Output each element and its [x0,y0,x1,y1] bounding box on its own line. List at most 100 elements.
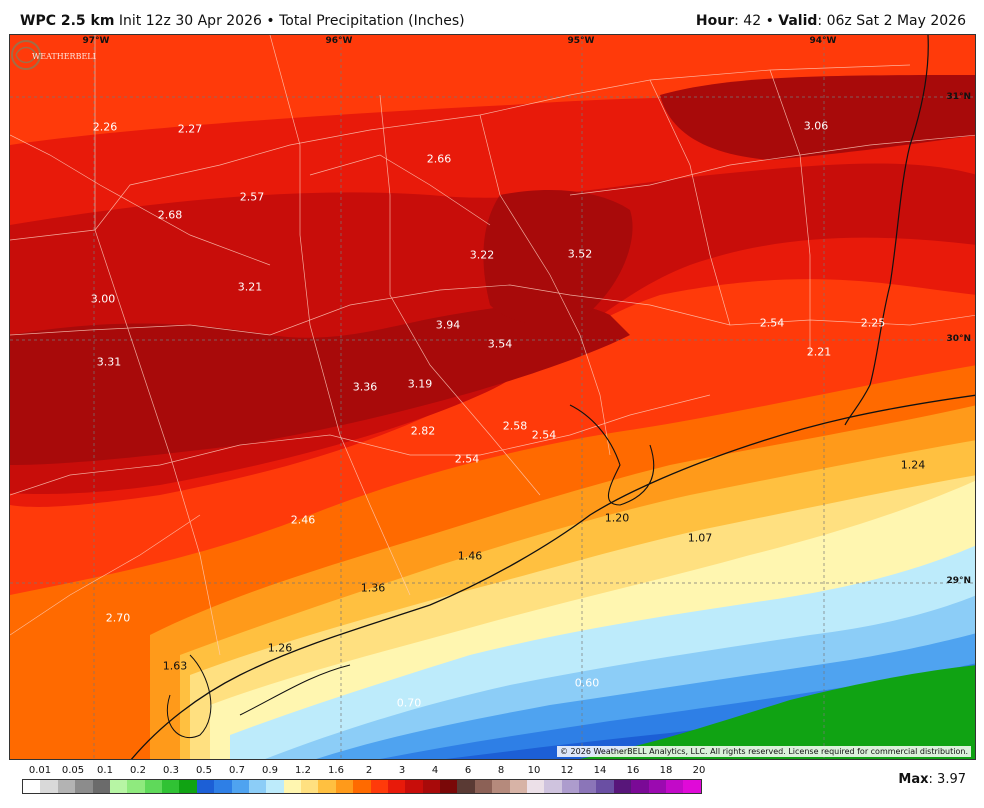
legend-swatch [109,780,128,793]
latitude-label-30n: 30°N [946,334,971,344]
precip-value: 2.46 [290,513,316,527]
legend-swatch [40,780,58,793]
legend-swatch [57,780,76,793]
legend-swatch [248,780,267,793]
legend-swatch [144,780,162,793]
legend-swatch [683,780,701,793]
legend-swatch [335,780,354,793]
latitude-label-31n: 31°N [946,92,971,102]
legend-tick: 0.3 [163,765,179,776]
legend-tick: 18 [659,765,673,776]
legend-swatch [196,780,215,793]
init-time: Init 12z 30 Apr 2026 [118,13,262,29]
legend-color-bar [22,779,702,794]
precip-value: 3.21 [237,280,263,294]
precip-value: 2.70 [105,611,131,625]
legend-swatch [579,780,597,793]
precip-value: 3.52 [567,247,593,261]
legend-swatch [631,780,649,793]
legend-swatch [318,780,336,793]
max-label: Max [898,772,929,787]
precip-value: 2.58 [502,419,528,433]
legend-swatch [162,780,180,793]
legend-swatch [370,780,388,793]
longitude-label-97w: 97°W [82,36,110,46]
precip-value: 3.54 [487,337,513,351]
precip-value: 0.70 [396,696,422,710]
legend-swatch [92,780,110,793]
legend-tick: 10 [527,765,541,776]
precip-value: 2.25 [860,316,886,330]
svg-text:WEATHERBELL: WEATHERBELL [32,52,96,61]
legend-tick: 0.9 [262,765,278,776]
precip-value: 2.54 [454,452,480,466]
precip-value: 3.00 [90,292,116,306]
legend-swatch [231,780,249,793]
legend-swatch [214,780,232,793]
legend-swatch [474,780,493,793]
precip-value: 2.26 [92,120,118,134]
legend-tick: 14 [593,765,607,776]
legend-tick: 3 [398,765,406,776]
legend-tick: 1.2 [295,765,311,776]
precip-value: 1.24 [900,458,926,472]
legend-swatch [440,780,458,793]
precip-value: 2.54 [759,316,785,330]
longitude-label-96w: 96°W [325,36,353,46]
precip-value: 3.31 [96,355,122,369]
legend-tick: 0.7 [229,765,245,776]
legend-swatch [613,780,632,793]
legend-swatch [127,780,145,793]
bullet-separator: • [266,13,275,29]
precip-value: 3.19 [407,377,433,391]
precip-value: 1.63 [162,659,188,673]
field-name: Total Precipitation (Inches) [279,13,465,29]
precip-value: 1.46 [457,549,483,563]
legend-swatch [665,780,684,793]
hour-value: : 42 [734,13,762,29]
valid-value: : 06z Sat 2 May 2026 [817,13,966,29]
legend-tick: 6 [464,765,472,776]
precip-value: 3.06 [803,119,829,133]
bullet-separator-2: • [765,13,774,29]
precip-value: 2.82 [410,424,436,438]
legend-tick: 16 [626,765,640,776]
legend-swatch [179,780,197,793]
precip-value: 2.68 [157,208,183,222]
max-value-readout: Max: 3.97 [898,772,966,787]
legend-tick: 1.6 [328,765,344,776]
header-title: WPC 2.5 km Init 12z 30 Apr 2026 • Total … [20,13,465,29]
precip-value: 1.07 [687,531,713,545]
precip-value: 2.27 [177,122,203,136]
map-header: WPC 2.5 km Init 12z 30 Apr 2026 • Total … [0,0,984,34]
legend-tick-labels: 0.01 0.05 0.1 0.2 0.3 0.5 0.7 0.9 1.2 1.… [22,765,706,779]
precipitation-map: 97°W 96°W 95°W 94°W 31°N 30°N 29°N 2.26 … [9,34,976,760]
precip-value: 3.94 [435,318,461,332]
precip-value: 1.36 [360,581,386,595]
precip-value: 0.60 [574,676,600,690]
precip-value: 3.22 [469,248,495,262]
legend-swatch [526,780,545,793]
legend-swatch [561,780,579,793]
model-name: WPC 2.5 km [20,13,115,29]
legend-swatch [353,780,371,793]
legend-swatch [23,780,41,793]
precip-value: 2.21 [806,345,832,359]
header-valid: Hour: 42 • Valid: 06z Sat 2 May 2026 [696,13,966,29]
legend-tick: 20 [692,765,706,776]
legend-swatch [492,780,510,793]
max-value: : 3.97 [928,772,966,787]
legend-swatch [509,780,527,793]
copyright-notice: © 2026 WeatherBELL Analytics, LLC. All r… [557,746,971,757]
precip-value: 3.36 [352,380,378,394]
precip-value: 1.20 [604,511,630,525]
legend-swatch [405,780,423,793]
legend-swatch [266,780,284,793]
legend-tick: 4 [431,765,439,776]
legend-swatch [75,780,93,793]
legend-swatch [387,780,406,793]
legend-swatch [544,780,562,793]
legend-tick: 0.2 [130,765,146,776]
valid-label: Valid [778,13,818,29]
precip-value: 2.66 [426,152,452,166]
